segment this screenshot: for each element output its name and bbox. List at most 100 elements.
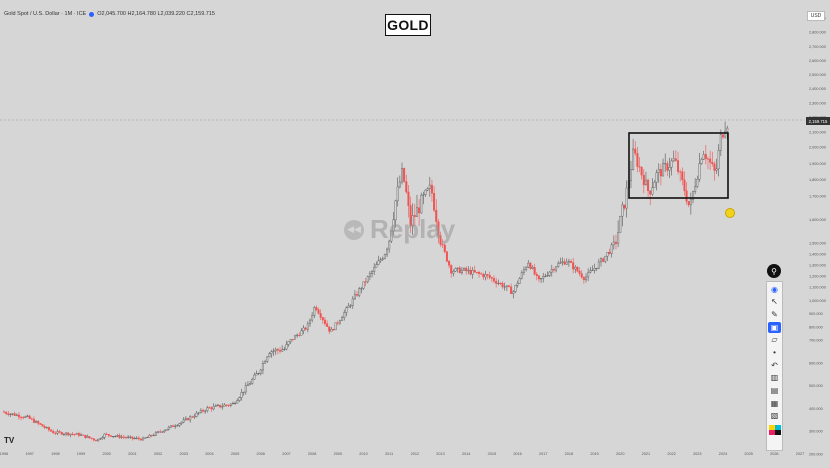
candle-body-37 <box>82 434 85 436</box>
cursor-icon[interactable]: ↖ <box>771 297 778 307</box>
candle-body-17 <box>39 423 42 425</box>
x-tick-label: 2014 <box>462 452 470 456</box>
pin-icon[interactable]: ⚲ <box>767 264 781 278</box>
candle-body-134 <box>289 338 292 342</box>
swatch-black[interactable] <box>774 429 781 435</box>
candle-body-193 <box>415 207 418 217</box>
candle-body-169 <box>364 281 367 283</box>
time-axis[interactable]: 1996 1997 1998 1999 2000 2001 2002 2003 2004 2005… <box>0 452 804 456</box>
candle-body-33 <box>73 433 76 435</box>
camera-icon[interactable]: ▦ <box>770 398 779 408</box>
candle-body-262 <box>563 261 566 265</box>
candle-body-301 <box>647 179 650 192</box>
candle-body-282 <box>606 252 609 257</box>
candle-body-62 <box>135 437 138 439</box>
y-tick-label: 2,000.000 <box>809 146 826 150</box>
candle-body-313 <box>672 158 675 162</box>
candle-body-174 <box>375 264 378 268</box>
candle-body-221 <box>475 271 478 273</box>
candle-body-285 <box>612 241 615 246</box>
candle-body-299 <box>642 174 645 186</box>
candle-body-293 <box>629 169 632 181</box>
swatch-pink[interactable] <box>768 429 775 435</box>
currency-button[interactable]: USD <box>807 11 825 21</box>
candle-body-91 <box>197 412 200 414</box>
candle-body-321 <box>689 199 692 206</box>
color-swatches[interactable] <box>768 424 781 435</box>
candle-body-214 <box>460 269 463 274</box>
candle-body-55 <box>120 436 123 438</box>
layers-icon[interactable]: ▤ <box>770 386 779 395</box>
y-tick-label: 2,400.000 <box>809 87 826 91</box>
replay-text: Replay <box>370 214 456 244</box>
candle-body-196 <box>422 194 425 196</box>
candle-body-98 <box>212 406 215 410</box>
candle-body-206 <box>443 244 446 252</box>
candle-body-54 <box>118 435 121 438</box>
eye-icon[interactable]: ◉ <box>771 284 778 294</box>
candle-body-131 <box>283 348 286 350</box>
candle-body-141 <box>304 327 307 330</box>
candle-body-132 <box>285 344 288 350</box>
y-tick-label: 1,100.000 <box>809 286 826 290</box>
candle-body-191 <box>411 215 414 226</box>
symbol-header[interactable]: Gold Spot / U.S. Dollar · 1M · ICE O2,04… <box>4 11 215 17</box>
candle-body-283 <box>608 252 611 254</box>
candle-body-53 <box>116 435 119 437</box>
magnet-icon[interactable]: ▣ <box>768 322 781 334</box>
candle-body-260 <box>559 262 562 264</box>
candle-body-255 <box>548 271 551 276</box>
candle-body-82 <box>178 423 181 426</box>
pencil-icon[interactable]: ✎ <box>771 309 778 319</box>
candle-body-73 <box>159 431 162 433</box>
candle-body-322 <box>692 191 695 200</box>
candle-body-24 <box>54 432 57 434</box>
candle-body-330 <box>709 158 712 163</box>
candle-body-239 <box>514 285 517 292</box>
candle-body-146 <box>315 307 318 311</box>
candle-body-114 <box>246 384 249 386</box>
candle-body-46 <box>101 437 104 439</box>
candle-body-171 <box>368 273 371 277</box>
swatch-cyan[interactable] <box>774 424 781 430</box>
candle-body-100 <box>216 404 219 406</box>
range-box[interactable] <box>628 132 729 199</box>
x-tick-label: 2011 <box>385 452 393 456</box>
candle-body-30 <box>67 432 70 436</box>
candle-body-160 <box>345 307 348 313</box>
candle-body-337 <box>724 131 727 138</box>
undo-icon[interactable]: ↶ <box>771 360 778 370</box>
x-tick-label: 2013 <box>436 452 444 456</box>
candle-body-7 <box>17 414 20 418</box>
candle-body-183 <box>394 200 397 221</box>
candle-body-130 <box>281 349 284 352</box>
y-tick-label: 800.000 <box>809 325 823 329</box>
price-axis[interactable]: 2,900.0002,800.0002,700.0002,600.0002,50… <box>809 17 826 457</box>
candle-body-220 <box>473 270 476 273</box>
clipboard-icon[interactable]: ▧ <box>770 411 779 421</box>
candle-body-48 <box>105 433 108 435</box>
swatch-yellow[interactable] <box>768 424 775 430</box>
chart-title-label: GOLD <box>385 14 431 36</box>
ruler-icon[interactable]: ▱ <box>771 335 778 345</box>
candle-body-281 <box>604 255 607 262</box>
x-tick-label: 1996 <box>0 452 8 456</box>
candle-body-289 <box>621 204 624 217</box>
y-tick-label: 2,500.000 <box>809 73 826 77</box>
trash-icon[interactable]: ▥ <box>770 373 779 383</box>
candle-body-245 <box>527 262 530 268</box>
dot-icon[interactable]: • <box>773 347 776 357</box>
candle-body-63 <box>137 437 140 440</box>
candle-body-336 <box>721 134 724 138</box>
x-tick-label: 2021 <box>642 452 650 456</box>
candle-body-69 <box>150 434 153 436</box>
candle-body-194 <box>418 207 421 214</box>
y-tick-label: 300.000 <box>809 430 823 434</box>
candle-body-312 <box>670 160 673 168</box>
candle-body-306 <box>657 169 660 173</box>
candle-body-52 <box>114 435 117 437</box>
candle-body-119 <box>257 373 260 375</box>
candle-body-21 <box>47 427 50 431</box>
candle-body-97 <box>210 407 213 410</box>
